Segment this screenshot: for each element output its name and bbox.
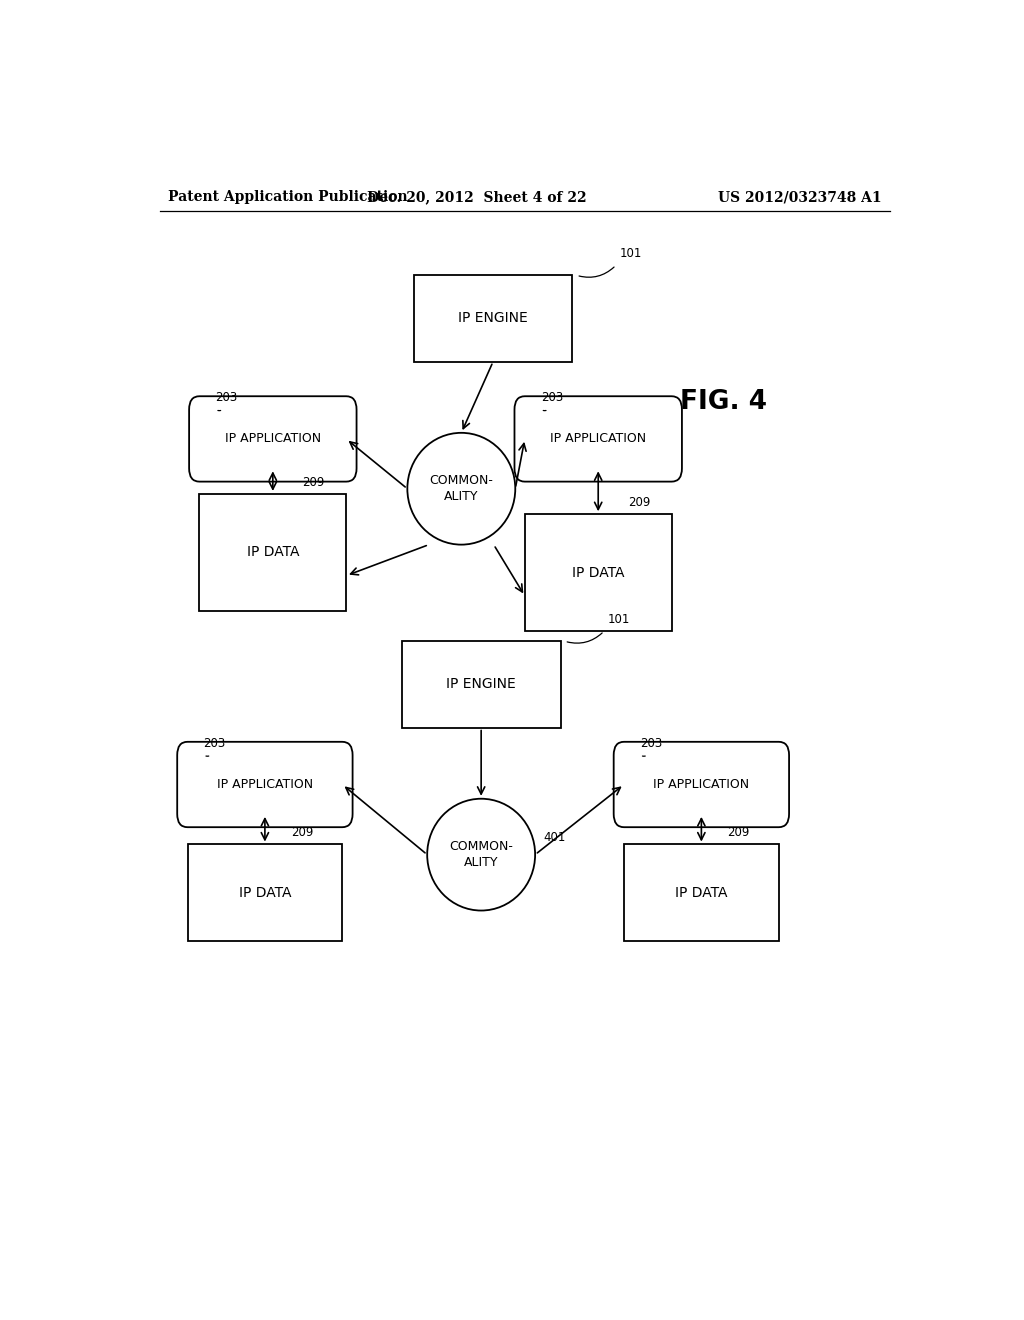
FancyBboxPatch shape	[514, 396, 682, 482]
Text: 203: 203	[215, 391, 238, 404]
Text: 209: 209	[727, 826, 750, 840]
FancyBboxPatch shape	[401, 642, 560, 727]
Text: US 2012/0323748 A1: US 2012/0323748 A1	[718, 190, 882, 205]
Text: 209: 209	[628, 496, 650, 510]
Text: 101: 101	[621, 247, 642, 260]
Text: Patent Application Publication: Patent Application Publication	[168, 190, 408, 205]
Text: 203: 203	[541, 391, 563, 404]
Text: IP ENGINE: IP ENGINE	[458, 312, 528, 326]
Text: 209: 209	[303, 475, 325, 488]
Text: 101: 101	[608, 612, 631, 626]
FancyBboxPatch shape	[200, 494, 346, 611]
FancyBboxPatch shape	[613, 742, 790, 828]
FancyBboxPatch shape	[524, 515, 672, 631]
Text: 203: 203	[204, 737, 225, 750]
Text: IP APPLICATION: IP APPLICATION	[550, 433, 646, 445]
Text: COMMON-
ALITY: COMMON- ALITY	[450, 840, 513, 869]
FancyBboxPatch shape	[414, 276, 572, 362]
Text: 401: 401	[543, 832, 565, 845]
FancyBboxPatch shape	[624, 845, 779, 941]
Text: COMMON-
ALITY: COMMON- ALITY	[429, 474, 494, 503]
Text: IP APPLICATION: IP APPLICATION	[225, 433, 321, 445]
Text: FIG. 5: FIG. 5	[680, 750, 767, 776]
Text: 203: 203	[640, 737, 663, 750]
FancyBboxPatch shape	[187, 845, 342, 941]
Text: Dec. 20, 2012  Sheet 4 of 22: Dec. 20, 2012 Sheet 4 of 22	[368, 190, 587, 205]
Text: IP DATA: IP DATA	[572, 565, 625, 579]
Text: IP APPLICATION: IP APPLICATION	[653, 777, 750, 791]
Text: IP ENGINE: IP ENGINE	[446, 677, 516, 692]
Ellipse shape	[408, 433, 515, 545]
Text: FIG. 4: FIG. 4	[680, 389, 767, 416]
Text: IP APPLICATION: IP APPLICATION	[217, 777, 313, 791]
Ellipse shape	[427, 799, 536, 911]
FancyBboxPatch shape	[189, 396, 356, 482]
FancyBboxPatch shape	[177, 742, 352, 828]
Text: 209: 209	[291, 826, 313, 840]
Text: IP DATA: IP DATA	[247, 545, 299, 560]
Text: IP DATA: IP DATA	[239, 886, 291, 900]
Text: IP DATA: IP DATA	[675, 886, 728, 900]
